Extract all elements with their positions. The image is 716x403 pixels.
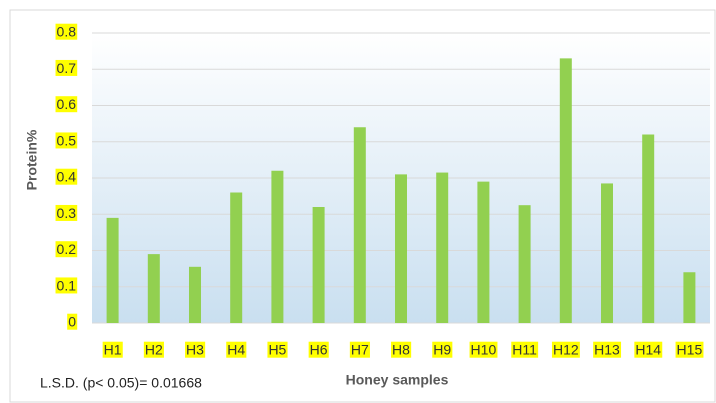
tick-highlight	[391, 341, 412, 358]
tick-highlight	[55, 277, 78, 294]
x-tick-label: H2	[145, 342, 163, 358]
tick-highlight	[102, 341, 123, 358]
bar	[601, 183, 613, 323]
bar	[683, 272, 696, 323]
bar	[642, 134, 655, 323]
bar	[189, 266, 201, 323]
bar	[477, 181, 490, 323]
y-tick-label: 0.3	[57, 205, 77, 221]
tick-highlight	[55, 168, 78, 185]
bar	[230, 192, 243, 323]
tick-highlight	[267, 341, 288, 358]
y-tick-label: 0	[68, 314, 76, 330]
x-tick-label: H5	[268, 342, 286, 358]
tick-highlight	[185, 341, 206, 358]
tick-highlight	[55, 23, 78, 40]
y-tick-label: 0.4	[57, 169, 77, 185]
x-tick-label: H14	[635, 342, 661, 358]
tick-highlight	[469, 341, 498, 358]
x-tick-label: H10	[471, 342, 497, 358]
tick-highlight	[634, 341, 663, 358]
tick-highlight	[675, 341, 704, 358]
tick-highlight	[349, 341, 370, 358]
tick-highlight	[55, 204, 78, 221]
x-tick-label: H7	[351, 342, 369, 358]
tick-highlight	[55, 96, 78, 113]
tick-highlight	[511, 341, 539, 358]
bar	[147, 254, 160, 323]
tick-highlight	[226, 341, 247, 358]
y-tick-label: 0.5	[57, 132, 77, 148]
bar	[353, 127, 366, 323]
bar	[106, 217, 119, 323]
y-tick-label: 0.6	[57, 96, 77, 112]
bar	[271, 170, 284, 323]
tick-highlight	[55, 241, 78, 258]
x-axis-title: Honey samples	[346, 372, 449, 388]
tick-highlight	[143, 341, 164, 358]
tick-highlight	[551, 341, 580, 358]
y-tick-label: 0.8	[57, 24, 77, 40]
x-tick-label: H4	[227, 342, 245, 358]
y-tick-label: 0.1	[57, 277, 77, 293]
x-tick-label: H11	[512, 342, 537, 358]
x-tick-label: H6	[310, 342, 328, 358]
bar	[312, 207, 325, 323]
annotation: L.S.D. (p< 0.05)= 0.01668	[40, 375, 202, 391]
y-tick-label: 0.2	[57, 241, 77, 257]
tick-highlight	[55, 132, 78, 149]
tick-highlight	[432, 341, 453, 358]
tick-highlight	[308, 341, 329, 358]
x-tick-label: H3	[186, 342, 204, 358]
bar	[395, 174, 407, 323]
x-tick-label: H12	[553, 342, 579, 358]
tick-highlight	[67, 313, 78, 330]
bar	[436, 172, 449, 323]
x-tick-label: H1	[104, 342, 122, 358]
y-axis-title: Protein%	[24, 129, 40, 190]
x-tick-label: H9	[433, 342, 451, 358]
bar	[518, 205, 531, 323]
x-tick-label: H8	[392, 342, 410, 358]
x-tick-label: H15	[677, 342, 703, 358]
bar	[559, 58, 572, 323]
tick-highlight	[55, 59, 78, 76]
y-tick-label: 0.7	[57, 60, 77, 76]
tick-highlight	[593, 341, 622, 358]
x-tick-label: H13	[594, 342, 620, 358]
